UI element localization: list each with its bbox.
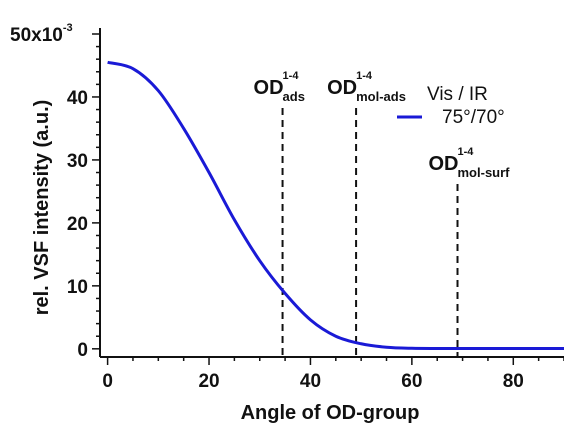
y-tick-label: 20	[67, 214, 88, 235]
annotation-subscript: ads	[283, 89, 305, 104]
y-axis-title: rel. VSF intensity (a.u.)	[31, 100, 53, 316]
annotation-label: OD	[327, 77, 357, 99]
legend-entry: 75°/70°	[442, 107, 505, 128]
y-tick-label: 40	[67, 88, 88, 109]
x-tick-label: 60	[401, 371, 422, 392]
x-tick-label: 40	[300, 371, 321, 392]
legend-title: Vis / IR	[427, 84, 488, 105]
annotation-superscript: 1-4	[458, 146, 475, 158]
annotation-subscript: mol-surf	[458, 165, 511, 180]
annotation-superscript: 1-4	[283, 70, 300, 82]
x-axis: 0 20 40 60 80 Angle of OD-group	[100, 356, 564, 424]
x-tick-label: 0	[102, 371, 113, 392]
annotation-superscript: 1-4	[356, 70, 373, 82]
annotation-subscript: mol-ads	[356, 89, 406, 104]
series-line	[107, 60, 564, 351]
x-tick-label: 20	[198, 371, 219, 392]
x-tick-label: 80	[503, 371, 524, 392]
y-tick-label: 0	[77, 340, 88, 361]
y-ticks: 0 10 20 30 40	[67, 33, 100, 361]
y-axis-multiplier: 50x10-3	[10, 22, 73, 46]
y-axis: 0 10 20 30 40 50x10-3 rel. VSF intensity (a.…	[10, 22, 101, 361]
annotation-label: OD	[429, 153, 459, 175]
legend: Vis / IR 75°/70°	[397, 84, 505, 128]
x-ticks: 0 20 40 60 80	[102, 357, 564, 392]
y-tick-label: 30	[67, 151, 88, 172]
y-tick-label: 10	[67, 277, 88, 298]
annotation-label: OD	[254, 77, 284, 99]
series-layer	[107, 60, 564, 351]
x-axis-title: Angle of OD-group	[241, 402, 420, 424]
